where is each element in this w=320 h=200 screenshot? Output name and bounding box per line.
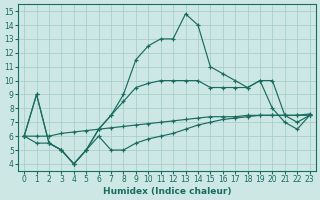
X-axis label: Humidex (Indice chaleur): Humidex (Indice chaleur) (103, 187, 231, 196)
